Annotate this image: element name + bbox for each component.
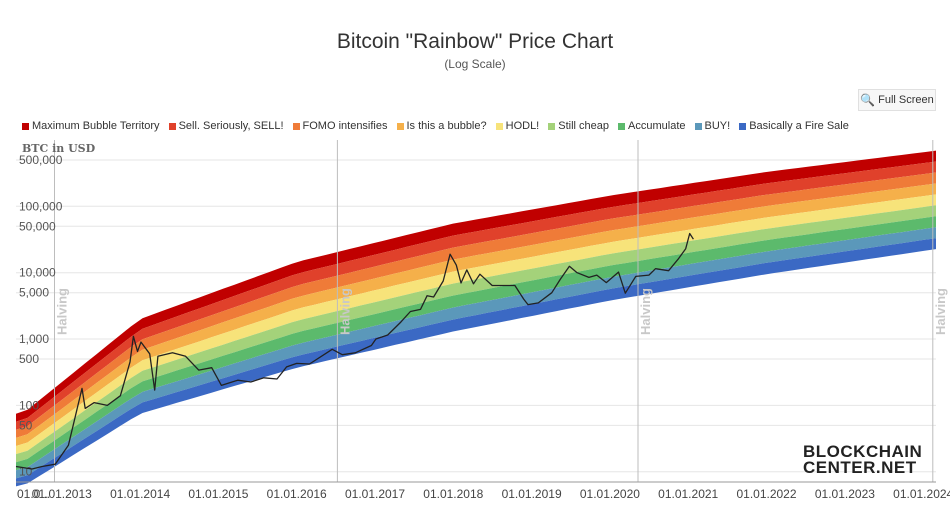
x-tick-label: 01.01.2024 [893, 487, 950, 501]
legend-swatch [168, 122, 176, 130]
full-screen-label: Full Screen [878, 94, 934, 106]
halving-label: Halving [933, 288, 948, 335]
chart-legend: Maximum Bubble Territory Sell. Seriously,… [22, 119, 858, 133]
x-tick-label: 01.01.2017 [345, 487, 405, 501]
legend-swatch [22, 122, 29, 130]
btc-price-line [15, 232, 694, 470]
legend-item[interactable]: FOMO intensifies [292, 119, 388, 133]
legend-label: FOMO intensifies [302, 120, 388, 132]
legend-item[interactable]: Basically a Fire Sale [739, 119, 849, 133]
full-screen-button[interactable]: 🔍 Full Screen [858, 89, 936, 111]
x-tick-label: 01.01.2018 [423, 487, 483, 501]
x-tick-label: 01.01.2022 [736, 487, 796, 501]
legend-swatch [739, 122, 747, 130]
logo-line-1: BLOCKCHAIN [803, 442, 923, 461]
legend-label: Accumulate [628, 120, 686, 132]
x-tick-label: 01.01.2016 [267, 487, 327, 501]
legend-label: BUY! [704, 120, 731, 132]
y-tick-label: 10,000 [19, 266, 56, 280]
legend-label: Basically a Fire Sale [749, 120, 849, 132]
y-tick-label: 500,000 [19, 153, 63, 167]
x-tick-label: 01.01.2015 [188, 487, 248, 501]
legend-label: Still cheap [558, 120, 610, 132]
legend-label: Is this a bubble? [406, 120, 487, 132]
x-tick-label: 01.01.2013 [32, 487, 92, 501]
legend-item[interactable]: Still cheap [548, 119, 609, 133]
legend-swatch [548, 122, 556, 130]
y-tick-label: 50 [19, 418, 33, 432]
x-tick-label: 01.01.2021 [658, 487, 718, 501]
legend-swatch [618, 122, 626, 130]
y-axis-label: BTC in USD [22, 142, 96, 155]
chart-title: Bitcoin "Rainbow" Price Chart [336, 30, 614, 53]
chart-subtitle: (Log Scale) [444, 57, 506, 71]
legend-item[interactable]: Maximum Bubble Territory [22, 119, 160, 133]
legend-swatch [495, 122, 503, 130]
x-tick-label: 01.0... [17, 487, 50, 501]
legend-item[interactable]: Accumulate [618, 119, 686, 133]
legend-label: Maximum Bubble Territory [32, 120, 160, 132]
legend-swatch [694, 122, 702, 130]
halving-label: Halving [337, 288, 352, 335]
y-tick-label: 1,000 [19, 332, 49, 346]
legend-item[interactable]: BUY! [694, 119, 731, 133]
y-tick-label: 100 [19, 398, 39, 412]
x-tick-label: 01.01.2019 [502, 487, 562, 501]
legend-swatch [396, 122, 404, 130]
y-tick-label: 50,000 [19, 219, 56, 233]
legend-item[interactable]: HODL! [495, 119, 540, 133]
halving-label: Halving [638, 288, 653, 335]
x-tick-label: 01.01.2014 [110, 487, 170, 501]
y-tick-label: 500 [19, 352, 39, 366]
brand-logo: BLOCKCHAIN CENTER.NET [803, 442, 923, 477]
zoom-in-icon: 🔍 [860, 93, 876, 107]
y-tick-label: 100,000 [19, 199, 63, 213]
x-tick-label: 01.01.2023 [815, 487, 875, 501]
legend-swatch [292, 122, 300, 130]
x-tick-label: 01.01.2020 [580, 487, 640, 501]
y-tick-label: 5,000 [19, 286, 49, 300]
legend-item[interactable]: Is this a bubble? [396, 119, 487, 133]
legend-item[interactable]: Sell. Seriously, SELL! [168, 119, 284, 133]
legend-label: HODL! [505, 120, 540, 132]
logo-line-2: CENTER.NET [803, 458, 917, 477]
halving-label: Halving [55, 288, 70, 335]
legend-label: Sell. Seriously, SELL! [178, 120, 284, 132]
